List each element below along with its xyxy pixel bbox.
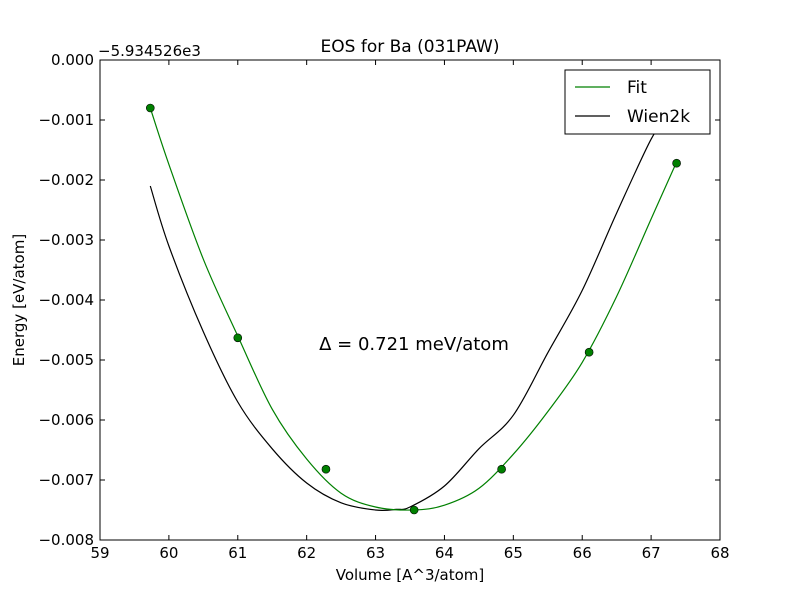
y-tick-label: 0.000 [51, 51, 94, 69]
x-tick-label: 64 [435, 544, 454, 562]
legend-wien2k-label: Wien2k [627, 107, 690, 127]
x-tick-label: 60 [159, 544, 178, 562]
x-tick-label: 59 [90, 544, 109, 562]
y-tick-label: −0.004 [38, 291, 94, 309]
x-axis-label: Volume [A^3/atom] [336, 566, 485, 584]
delta-annotation: Δ = 0.721 meV/atom [319, 334, 509, 355]
chart-title: EOS for Ba (031PAW) [321, 37, 500, 57]
y-tick-label: −0.001 [38, 111, 94, 129]
series-line-wien2k [149, 121, 666, 512]
data-point [409, 505, 419, 515]
data-point [145, 103, 155, 113]
legend: Fit Wien2k [564, 69, 711, 135]
data-point [584, 347, 594, 357]
x-tick-label: 63 [366, 544, 385, 562]
y-tick-label: −0.006 [38, 411, 94, 429]
x-axis: 59 60 61 62 63 64 65 66 67 68 [90, 60, 730, 562]
y-tick-label: −0.008 [38, 531, 94, 549]
y-axis: 0.000 −0.001 −0.002 −0.003 −0.004 −0.005 −0.00… [38, 51, 720, 549]
y-axis-label: Energy [eV/atom] [10, 234, 28, 366]
data-point [497, 464, 506, 474]
x-tick-label: 61 [228, 544, 247, 562]
y-tick-label: −0.005 [38, 351, 94, 369]
legend-fit-label: Fit [627, 78, 647, 98]
legend-box [564, 69, 711, 135]
data-point [672, 158, 681, 168]
y-tick-label: −0.002 [38, 171, 94, 189]
markers-layer [145, 103, 681, 515]
data-point [233, 333, 243, 343]
y-tick-label: −0.003 [38, 231, 94, 249]
x-tick-label: 67 [642, 544, 661, 562]
x-tick-label: 65 [504, 544, 523, 562]
data-point [321, 464, 331, 474]
x-tick-label: 68 [710, 544, 729, 562]
y-tick-label: −0.007 [38, 471, 94, 489]
x-tick-label: 62 [297, 544, 316, 562]
x-tick-label: 66 [573, 544, 592, 562]
y-offset-label: −5.934526e3 [98, 42, 201, 60]
